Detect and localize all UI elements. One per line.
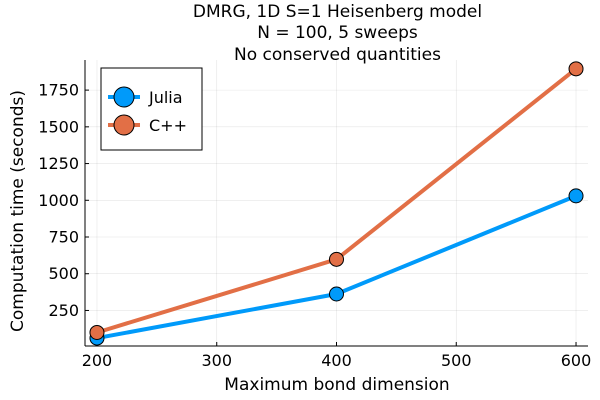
chart-title-line-3: No conserved quantities [234,45,441,65]
series-group [89,61,584,346]
x-tick-label-400: 400 [321,351,352,370]
data-point-1-2 [568,61,584,77]
chart-title-line-2: N = 100, 5 sweeps [257,23,418,43]
y-tick-label-1250: 1250 [38,154,79,173]
data-point-1-1 [329,251,344,267]
y-axis-label: Computation time (seconds) [8,90,28,332]
y-tick-label-1500: 1500 [38,117,79,136]
x-tick-label-600: 600 [561,351,592,370]
y-tick-label-1750: 1750 [38,81,79,100]
legend: Julia C++ [100,67,203,151]
data-point-0-1 [329,286,344,302]
legend-box [100,67,203,151]
data-point-1-0 [89,324,105,340]
y-tick-label-750: 750 [48,228,79,247]
series-1 [89,61,584,340]
x-tick-label-500: 500 [441,351,472,370]
y-tick-label-500: 500 [48,264,79,283]
y-tick-labels: 250 500 750 1000 1250 1500 1750 [38,81,89,320]
data-point-0-2 [568,188,584,204]
x-tick-label-300: 300 [201,351,232,370]
y-tick-label-1000: 1000 [38,191,79,210]
y-tick-label-250: 250 [48,301,79,320]
x-tick-labels: 200 300 400 500 600 [82,342,592,370]
legend-marker-0 [113,86,135,108]
legend-label-1: C++ [149,116,187,135]
chart-title-line-1: DMRG, 1D S=1 Heisenberg model [192,2,483,22]
legend-label-0: Julia [148,88,183,107]
legend-marker-1 [113,114,135,136]
x-tick-label-200: 200 [82,351,113,370]
x-axis-label: Maximum bond dimension [224,375,449,395]
